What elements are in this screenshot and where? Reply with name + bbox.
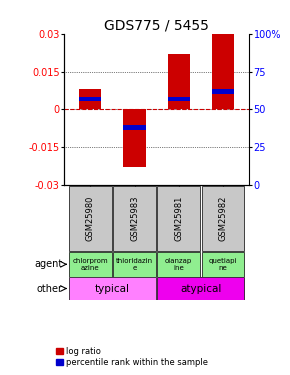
Text: quetiapi
ne: quetiapi ne — [209, 258, 237, 271]
Text: olanzap
ine: olanzap ine — [165, 258, 192, 271]
Bar — [124, 125, 146, 130]
Bar — [157, 252, 200, 277]
Text: GSM25980: GSM25980 — [86, 196, 95, 241]
Bar — [79, 89, 101, 110]
Text: GSM25981: GSM25981 — [174, 196, 183, 241]
Text: other: other — [37, 284, 63, 294]
Bar — [168, 54, 190, 110]
Bar — [157, 186, 200, 251]
Text: chlorprom
azine: chlorprom azine — [72, 258, 108, 271]
Title: GDS775 / 5455: GDS775 / 5455 — [104, 19, 209, 33]
Text: GSM25983: GSM25983 — [130, 195, 139, 241]
Text: agent: agent — [35, 259, 63, 269]
Bar — [168, 96, 190, 101]
Bar — [212, 89, 234, 93]
Bar — [69, 186, 112, 251]
Bar — [113, 186, 156, 251]
Text: atypical: atypical — [180, 284, 222, 294]
Bar — [157, 277, 244, 300]
Bar — [202, 186, 244, 251]
Text: GSM25982: GSM25982 — [218, 196, 227, 241]
Bar — [69, 277, 156, 300]
Bar — [79, 96, 101, 101]
Legend: log ratio, percentile rank within the sample: log ratio, percentile rank within the sa… — [56, 346, 209, 367]
Text: typical: typical — [95, 284, 130, 294]
Text: thioridazin
e: thioridazin e — [116, 258, 153, 271]
Bar — [124, 110, 146, 167]
Bar — [113, 252, 156, 277]
Bar — [202, 252, 244, 277]
Bar — [212, 34, 234, 110]
Bar — [69, 252, 112, 277]
